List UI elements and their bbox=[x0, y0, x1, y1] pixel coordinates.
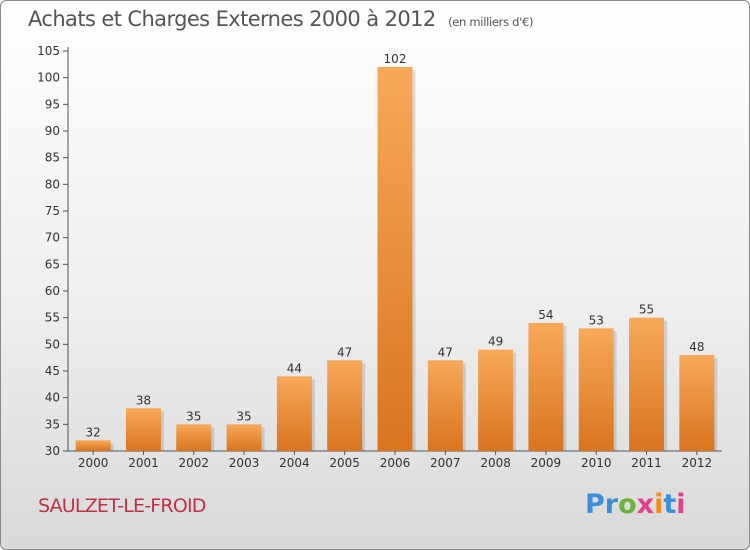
y-tick-label: 100 bbox=[37, 71, 60, 85]
data-label: 47 bbox=[337, 345, 352, 359]
x-tick-label: 2012 bbox=[682, 456, 713, 470]
data-label: 48 bbox=[689, 340, 704, 354]
y-tick-label: 60 bbox=[45, 284, 60, 298]
bar bbox=[478, 349, 514, 451]
x-tick-label: 2000 bbox=[78, 456, 109, 470]
bars bbox=[75, 67, 718, 451]
y-tick-label: 90 bbox=[45, 124, 60, 138]
logo-part: x bbox=[636, 489, 655, 520]
bar bbox=[578, 328, 614, 451]
y-tick-label: 75 bbox=[45, 204, 60, 218]
x-tick-label: 2011 bbox=[631, 456, 662, 470]
y-tick-label: 85 bbox=[45, 151, 60, 165]
y-tick-label: 50 bbox=[45, 337, 60, 351]
chart-subtitle: (en milliers d'€) bbox=[448, 15, 534, 29]
bar bbox=[276, 376, 312, 451]
data-labels: 32 38 35 35 44 47 102 47 49 54 53 55 48 bbox=[86, 52, 705, 439]
data-label: 32 bbox=[86, 425, 101, 439]
proxiti-logo: Proxiti bbox=[585, 489, 686, 520]
logo-part: i bbox=[654, 489, 664, 520]
bar bbox=[528, 323, 564, 451]
x-tick-label: 2004 bbox=[279, 456, 310, 470]
bar bbox=[75, 440, 111, 451]
x-tick-label: 2007 bbox=[430, 456, 461, 470]
x-tick-label: 2006 bbox=[380, 456, 411, 470]
y-tick-label: 35 bbox=[45, 417, 60, 431]
y-tick-label: 95 bbox=[45, 97, 60, 111]
bar bbox=[629, 317, 665, 451]
x-tick-label: 2008 bbox=[480, 456, 511, 470]
bar bbox=[427, 360, 463, 451]
logo-part: i bbox=[676, 489, 686, 520]
bar bbox=[226, 424, 262, 451]
x-tick-label: 2003 bbox=[229, 456, 260, 470]
y-tick-label: 40 bbox=[45, 391, 60, 405]
data-label: 38 bbox=[136, 393, 151, 407]
bar bbox=[176, 424, 212, 451]
data-label: 47 bbox=[438, 345, 453, 359]
data-label: 49 bbox=[488, 335, 503, 349]
data-label: 35 bbox=[236, 409, 251, 423]
bar bbox=[679, 355, 715, 451]
y-tick-label: 70 bbox=[45, 231, 60, 245]
data-label: 55 bbox=[639, 303, 654, 317]
x-tick-label: 2001 bbox=[128, 456, 159, 470]
y-tick-label: 30 bbox=[45, 444, 60, 458]
data-label: 54 bbox=[538, 308, 553, 322]
data-label: 53 bbox=[589, 313, 604, 327]
logo-part: o bbox=[618, 489, 637, 520]
bar bbox=[125, 408, 161, 451]
y-tick-label: 65 bbox=[45, 257, 60, 271]
axes: 30 35 40 45 50 55 60 65 70 75 80 85 90 95 100 105 2000 20… bbox=[37, 44, 722, 470]
bar bbox=[327, 360, 363, 451]
logo-part: t bbox=[663, 489, 677, 520]
x-tick-label: 2010 bbox=[581, 456, 612, 470]
title-block: Achats et Charges Externes 2000 à 2012 (… bbox=[28, 7, 534, 31]
x-tick-label: 2002 bbox=[178, 456, 209, 470]
y-tick-label: 55 bbox=[45, 311, 60, 325]
y-tick-label: 105 bbox=[37, 44, 60, 58]
data-label: 35 bbox=[186, 409, 201, 423]
chart-title: Achats et Charges Externes 2000 à 2012 bbox=[28, 7, 436, 31]
bar bbox=[377, 67, 413, 451]
y-tick-label: 80 bbox=[45, 177, 60, 191]
commune-name: SAULZET-LE-FROID bbox=[38, 495, 206, 517]
x-tick-label: 2005 bbox=[329, 456, 360, 470]
data-label: 44 bbox=[287, 361, 302, 375]
data-label: 102 bbox=[384, 52, 407, 66]
logo-part: Pr bbox=[585, 489, 619, 520]
y-tick-label: 45 bbox=[45, 364, 60, 378]
x-tick-label: 2009 bbox=[531, 456, 562, 470]
